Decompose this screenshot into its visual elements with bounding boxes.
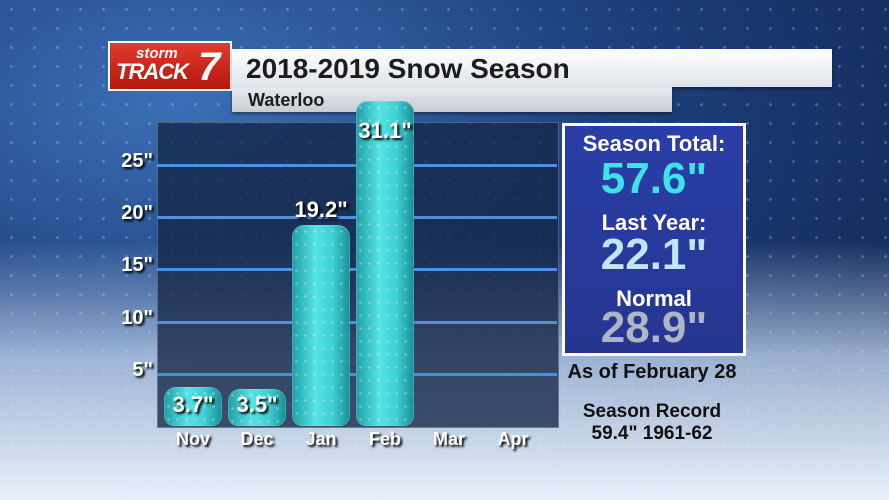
normal-value: 28.9": [600, 303, 708, 352]
last-year-value: 22.1": [600, 230, 708, 279]
last-year-label: Last Year:: [601, 210, 707, 235]
season-stats-box: Season Total: 57.6" Last Year: 22.1" Nor…: [562, 123, 746, 356]
logo-seven-text: 7: [198, 45, 221, 89]
bar-dec: [228, 389, 286, 426]
y-tick-label: 10": [121, 306, 153, 329]
data-label-feb: 31.1": [358, 118, 412, 143]
y-tick-label: 5": [132, 358, 153, 381]
page-title: 2018-2019 Snow Season: [246, 53, 570, 84]
x-tick-label: Mar: [432, 429, 465, 449]
bar-nov: [164, 387, 222, 426]
x-tick-label: Jan: [305, 429, 337, 449]
logo-storm-text: storm: [136, 45, 178, 62]
x-tick-label: Dec: [240, 429, 274, 449]
x-tick-label: Nov: [175, 429, 210, 449]
data-label-dec: 3.5": [236, 392, 278, 417]
x-tick-label: Apr: [497, 429, 529, 449]
bar-jan: [292, 225, 350, 426]
season-record-label: Season Record: [582, 401, 722, 422]
y-tick-label: 25": [121, 149, 153, 172]
y-tick-label: 15": [121, 254, 153, 277]
as-of-date: As of February 28: [567, 361, 737, 383]
normal-label: Normal: [616, 286, 692, 311]
location-subtitle: Waterloo: [248, 90, 325, 110]
season-total-value: 57.6": [600, 154, 708, 203]
data-label-nov: 3.7": [172, 392, 214, 417]
x-tick-label: Feb: [368, 429, 401, 449]
stormtrack7-logo: storm TRACK 7: [108, 41, 232, 91]
y-tick-label: 20": [121, 202, 153, 224]
season-record-value: 59.4" 1961-62: [591, 423, 713, 444]
title-bar: 2018-2019 Snow Season: [232, 49, 832, 87]
season-total-label: Season Total:: [582, 131, 726, 156]
bar-feb: [356, 101, 414, 426]
data-label-jan: 19.2": [294, 197, 348, 223]
subtitle-bar: Waterloo: [232, 87, 672, 112]
logo-track-text: TRACK: [116, 59, 189, 84]
